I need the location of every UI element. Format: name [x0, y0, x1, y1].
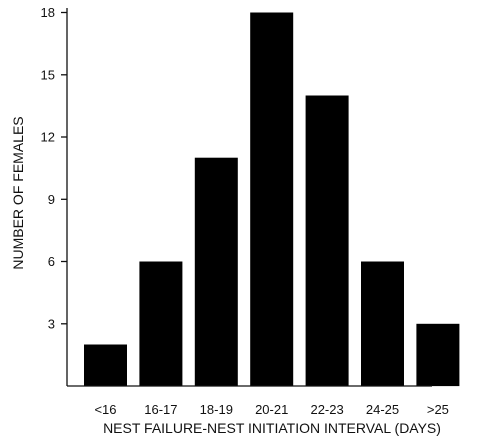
y-tick-label-5: 18: [41, 5, 55, 20]
x-tick-label-5: 24-25: [366, 402, 399, 417]
y-tick-label-4: 15: [41, 67, 55, 82]
bar-6: [416, 323, 460, 387]
y-tick-label-2: 9: [48, 192, 55, 207]
bars-group: [84, 12, 460, 387]
y-tick-label-0: 3: [48, 316, 55, 331]
y-ticks-group: 3 6 9 12 15 18: [41, 5, 67, 331]
bar-1: [139, 261, 183, 386]
x-axis-label: NEST FAILURE-NEST INITIATION INTERVAL (D…: [103, 420, 441, 436]
y-axis-label: NUMBER OF FEMALES: [10, 116, 26, 269]
bar-3: [250, 12, 294, 386]
x-ticks-group: <16 16-17 18-19 20-21 22-23 24-25 >25: [94, 402, 448, 417]
x-tick-label-2: 18-19: [200, 402, 233, 417]
y-tick-label-1: 6: [48, 254, 55, 269]
x-tick-label-4: 22-23: [310, 402, 343, 417]
bar-4: [305, 95, 349, 386]
bar-5: [361, 261, 404, 386]
y-tick-label-3: 12: [41, 130, 55, 145]
x-tick-label-3: 20-21: [255, 402, 288, 417]
x-tick-label-6: >25: [427, 402, 449, 417]
bar-0: [84, 344, 127, 386]
x-tick-label-0: <16: [94, 402, 116, 417]
axes-group: [66, 8, 432, 387]
bar-2: [194, 157, 238, 386]
x-tick-label-1: 16-17: [144, 402, 177, 417]
